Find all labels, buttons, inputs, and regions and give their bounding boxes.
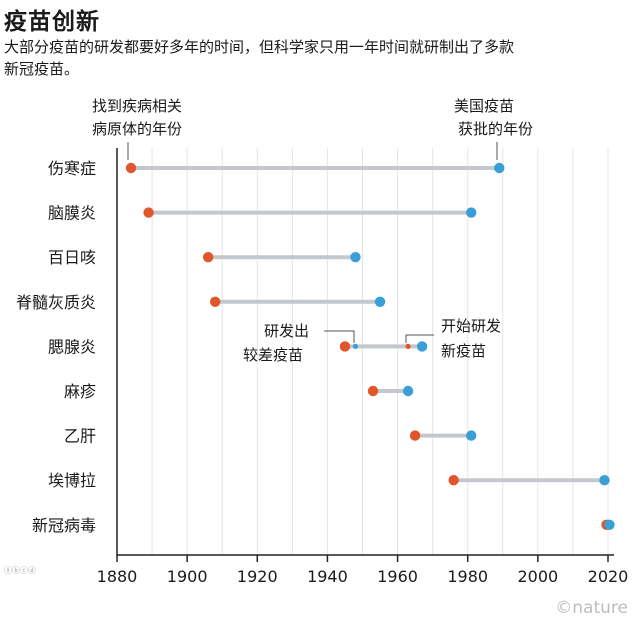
x-tick-label: 2000 <box>517 567 558 586</box>
row-2: 百日咳 <box>48 248 361 267</box>
annotation-new-dev-line2: 新疫苗 <box>441 342 486 360</box>
row-8: 新冠病毒 <box>32 516 615 535</box>
chart-title: 疫苗创新 <box>4 9 100 35</box>
disease-label: 百日咳 <box>48 248 96 267</box>
x-tick-label: 1880 <box>97 567 138 586</box>
discovery-point <box>125 162 137 174</box>
chart-subtitle: 大部分疫苗的研发都要好多年的时间，但科学家只用一年时间就研制出了多款新冠疫苗。 <box>4 38 515 78</box>
discovery-point <box>409 430 421 441</box>
discovery-point <box>367 385 379 397</box>
row-4: 腮腺炎 <box>48 337 428 356</box>
approval-point <box>402 385 414 397</box>
approval-point <box>350 252 361 263</box>
disease-label: 脑膜炎 <box>48 204 96 223</box>
annotation-new-development: 开始研发 新疫苗 <box>405 317 501 360</box>
nature-credit: ©nature <box>555 598 628 618</box>
disease-label: 腮腺炎 <box>48 337 96 356</box>
annotation-poor-vaccine-line1: 研发出 <box>264 322 309 340</box>
annotation-new-dev-leader <box>405 334 434 343</box>
row-0: 伤寒症 <box>48 159 505 178</box>
approval-point <box>466 207 477 218</box>
approval-point <box>599 475 610 486</box>
poor-vaccine-point <box>352 343 359 349</box>
discovery-point <box>202 252 214 263</box>
disease-label: 埃博拉 <box>48 471 96 490</box>
approval-point <box>604 519 615 530</box>
x-tick-label: 1960 <box>377 567 418 586</box>
x-tick-label: 2020 <box>588 567 629 586</box>
legend-discovery: 找到疾病相关 病原体的年份 <box>92 97 182 160</box>
disease-label: 新冠病毒 <box>32 516 96 535</box>
row-3: 脊髓灰质炎 <box>16 293 386 312</box>
legend-approval: 美国疫苗 获批的年份 <box>454 97 533 160</box>
approval-point <box>416 341 428 352</box>
discovery-point <box>339 341 351 352</box>
legend-discovery-line2: 病原体的年份 <box>92 120 182 138</box>
disease-label: 脊髓灰质炎 <box>16 293 96 312</box>
row-1: 脑膜炎 <box>48 204 477 223</box>
discovery-point <box>143 207 154 218</box>
x-tick-label: 1920 <box>237 567 278 586</box>
row-7: 埃博拉 <box>48 471 610 490</box>
annotation-poor-vaccine-leader <box>324 330 355 343</box>
annotation-poor-vaccine-line2: 较差疫苗 <box>243 346 303 364</box>
disease-label: 麻疹 <box>64 382 96 401</box>
x-tick-label: 1980 <box>447 567 488 586</box>
approval-point <box>374 296 386 307</box>
x-tick-label: 1940 <box>307 567 348 586</box>
discovery-point <box>210 296 221 307</box>
approval-point <box>466 430 477 441</box>
x-axis: 1880 1900 1920 1940 1960 1980 2000 2020 <box>97 148 629 586</box>
discovery-point <box>448 475 459 486</box>
new-development-point <box>405 343 411 349</box>
annotation-poor-vaccine: 研发出 较差疫苗 <box>243 322 355 364</box>
disease-label: 乙肝 <box>64 427 96 446</box>
grid-lines <box>151 148 609 555</box>
approval-point <box>494 162 505 174</box>
legend-discovery-line1: 找到疾病相关 <box>92 97 182 115</box>
legend-approval-line2: 获批的年份 <box>458 120 533 138</box>
annotation-new-dev-line1: 开始研发 <box>441 317 501 335</box>
disease-label: 伤寒症 <box>48 159 96 178</box>
watermark: ⓐⓑⓒⓓ <box>4 566 36 575</box>
x-tick-label: 1900 <box>167 567 208 586</box>
legend-approval-line1: 美国疫苗 <box>454 97 514 115</box>
row-6: 乙肝 <box>64 427 477 446</box>
row-5: 麻疹 <box>64 382 414 401</box>
